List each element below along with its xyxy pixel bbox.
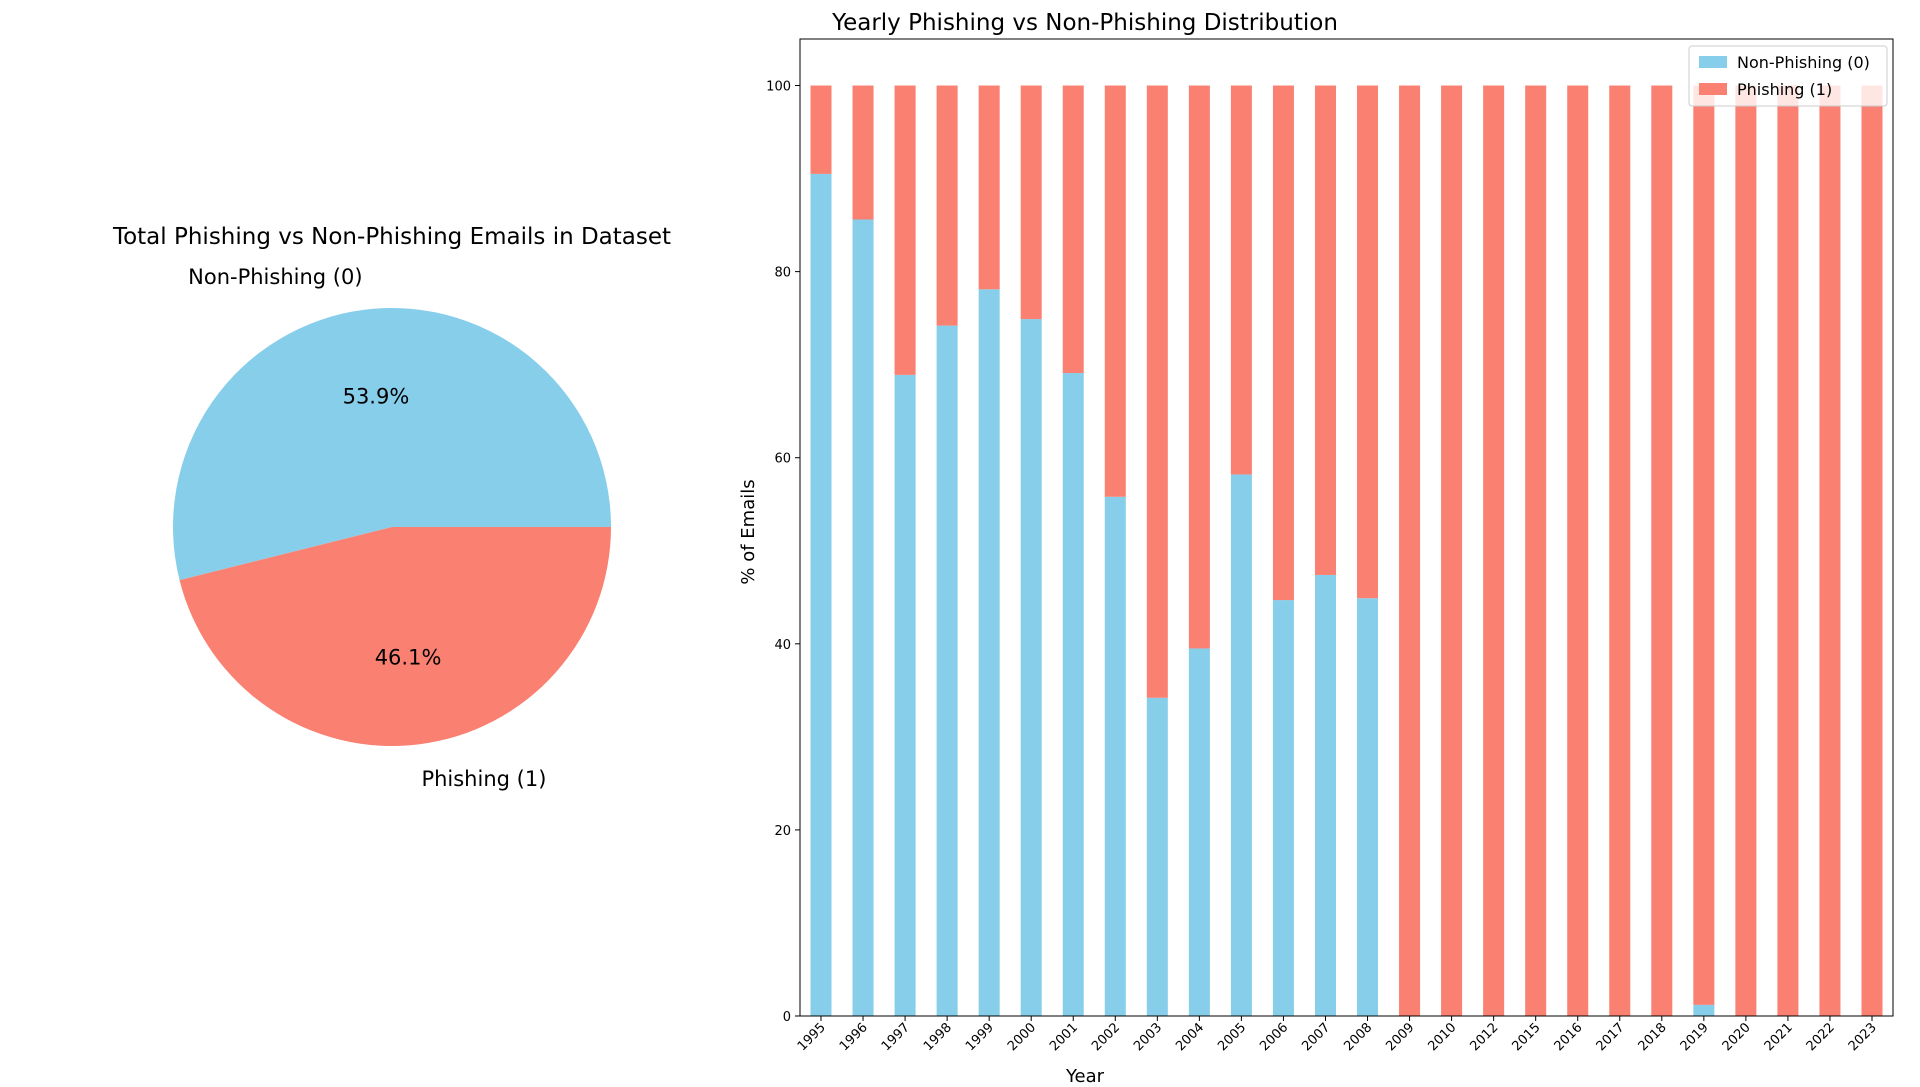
bar-segment: [852, 219, 874, 1016]
bar-segment: [1146, 697, 1168, 1016]
bar-segment: [1062, 373, 1084, 1016]
bar-segment: [1272, 600, 1294, 1016]
x-tick-label: 1995: [795, 1020, 829, 1054]
x-tick-label: 1999: [963, 1020, 997, 1054]
bar-segment: [894, 374, 916, 1016]
x-tick-label: 2018: [1636, 1020, 1670, 1054]
bar-segment: [1188, 648, 1210, 1016]
bar-segment: [1188, 85, 1210, 649]
pie-slice: [179, 527, 611, 746]
bar-title: Yearly Phishing vs Non-Phishing Distribu…: [831, 10, 1338, 36]
y-tick-label: 20: [774, 824, 791, 839]
x-tick-label: 2005: [1215, 1020, 1249, 1054]
bar-chart: Yearly Phishing vs Non-Phishing Distribu…: [738, 10, 1894, 1087]
legend-box: [1688, 45, 1888, 107]
bar-segment: [1020, 85, 1042, 320]
y-axis: 0 20 40 60 80 100: [766, 80, 800, 1025]
x-tick-label: 1997: [879, 1020, 913, 1054]
bar-segment: [1777, 85, 1799, 1017]
bar-segment: [1230, 474, 1252, 1016]
y-tick-label: 40: [774, 638, 791, 653]
bar-segment: [1483, 85, 1505, 1017]
x-tick-label: 2006: [1257, 1020, 1291, 1054]
y-tick-label: 80: [774, 266, 791, 281]
bar-segment: [1314, 574, 1336, 1016]
legend-swatch: [1699, 83, 1727, 95]
y-axis-label: % of Emails: [738, 479, 759, 584]
bar-segment: [1230, 85, 1252, 475]
x-tick-label: 1998: [921, 1020, 955, 1054]
x-tick-label: 2008: [1341, 1020, 1375, 1054]
pie-slice-label: Phishing (1): [421, 767, 546, 791]
bar-segment: [1357, 85, 1379, 599]
axes-frame: [799, 38, 1894, 1017]
x-tick-label: 1996: [837, 1020, 871, 1054]
bar-segment: [1861, 85, 1883, 1017]
bar-segment: [1651, 85, 1673, 1017]
x-tick-label: 2020: [1720, 1020, 1754, 1054]
x-axis: 1995 1996 1997 1998 1999 2000 2001 2002 2003 2004…: [795, 1016, 1880, 1054]
legend-label: Phishing (1): [1737, 80, 1832, 99]
pie-labels: 53.9% Non-Phishing (0) 46.1% Phishing (1): [188, 265, 546, 791]
bar-segment: [894, 85, 916, 375]
pie-slice-label: Non-Phishing (0): [188, 265, 362, 289]
bar-segment: [1735, 85, 1757, 1017]
bar-segment: [852, 85, 874, 220]
bar-segment: [1567, 85, 1589, 1017]
x-tick-label: 2000: [1005, 1020, 1039, 1054]
bar-segment: [1104, 496, 1126, 1016]
pie-title: Total Phishing vs Non-Phishing Emails in…: [112, 224, 671, 250]
x-tick-label: 2002: [1089, 1020, 1123, 1054]
x-tick-label: 2022: [1804, 1020, 1838, 1054]
y-tick-label: 60: [774, 452, 791, 467]
bar-segment: [810, 173, 832, 1016]
bar-segment: [1272, 85, 1294, 601]
bar-segment: [1062, 85, 1084, 374]
bar-segment: [810, 85, 832, 174]
bar-segment: [1357, 598, 1379, 1016]
x-tick-label: 2019: [1678, 1020, 1712, 1054]
pie-pct-label: 46.1%: [375, 645, 442, 669]
legend-swatch: [1699, 56, 1727, 68]
x-tick-label: 2009: [1383, 1020, 1417, 1054]
bar-segment: [1104, 85, 1126, 497]
pie-slices: [172, 307, 611, 746]
x-tick-label: 2012: [1467, 1020, 1501, 1054]
bar-segment: [1525, 85, 1547, 1017]
pie-chart: Total Phishing vs Non-Phishing Emails in…: [112, 224, 671, 791]
x-tick-label: 2015: [1510, 1020, 1544, 1054]
pie-pct-label: 53.9%: [343, 385, 410, 409]
bar-segment: [1020, 319, 1042, 1016]
x-tick-label: 2003: [1131, 1020, 1165, 1054]
x-tick-label: 2001: [1047, 1020, 1081, 1054]
x-tick-label: 2007: [1299, 1020, 1333, 1054]
y-tick-label: 100: [766, 80, 791, 95]
x-tick-label: 2021: [1762, 1020, 1796, 1054]
bar-segment: [1693, 85, 1715, 1005]
x-tick-label: 2004: [1173, 1020, 1207, 1054]
bar-segment: [1819, 85, 1841, 1017]
x-tick-label: 2010: [1425, 1020, 1459, 1054]
bars: [810, 85, 1883, 1017]
bar-segment: [1693, 1004, 1715, 1016]
x-tick-label: 2016: [1552, 1020, 1586, 1054]
bar-segment: [1441, 85, 1463, 1017]
bar-segment: [1399, 85, 1421, 1017]
legend: Non-Phishing (0) Phishing (1): [1688, 45, 1888, 107]
bar-segment: [936, 325, 958, 1016]
bar-segment: [1609, 85, 1631, 1017]
x-axis-label: Year: [1065, 1066, 1105, 1087]
legend-label: Non-Phishing (0): [1737, 53, 1870, 72]
x-tick-label: 2017: [1594, 1020, 1628, 1054]
pie-slice: [172, 307, 611, 581]
bar-segment: [978, 289, 1000, 1016]
y-tick-label: 0: [783, 1010, 791, 1025]
bar-segment: [1146, 85, 1168, 698]
bar-segment: [978, 85, 1000, 290]
bar-segment: [936, 85, 958, 326]
bar-segment: [1314, 85, 1336, 575]
x-tick-label: 2023: [1846, 1020, 1880, 1054]
